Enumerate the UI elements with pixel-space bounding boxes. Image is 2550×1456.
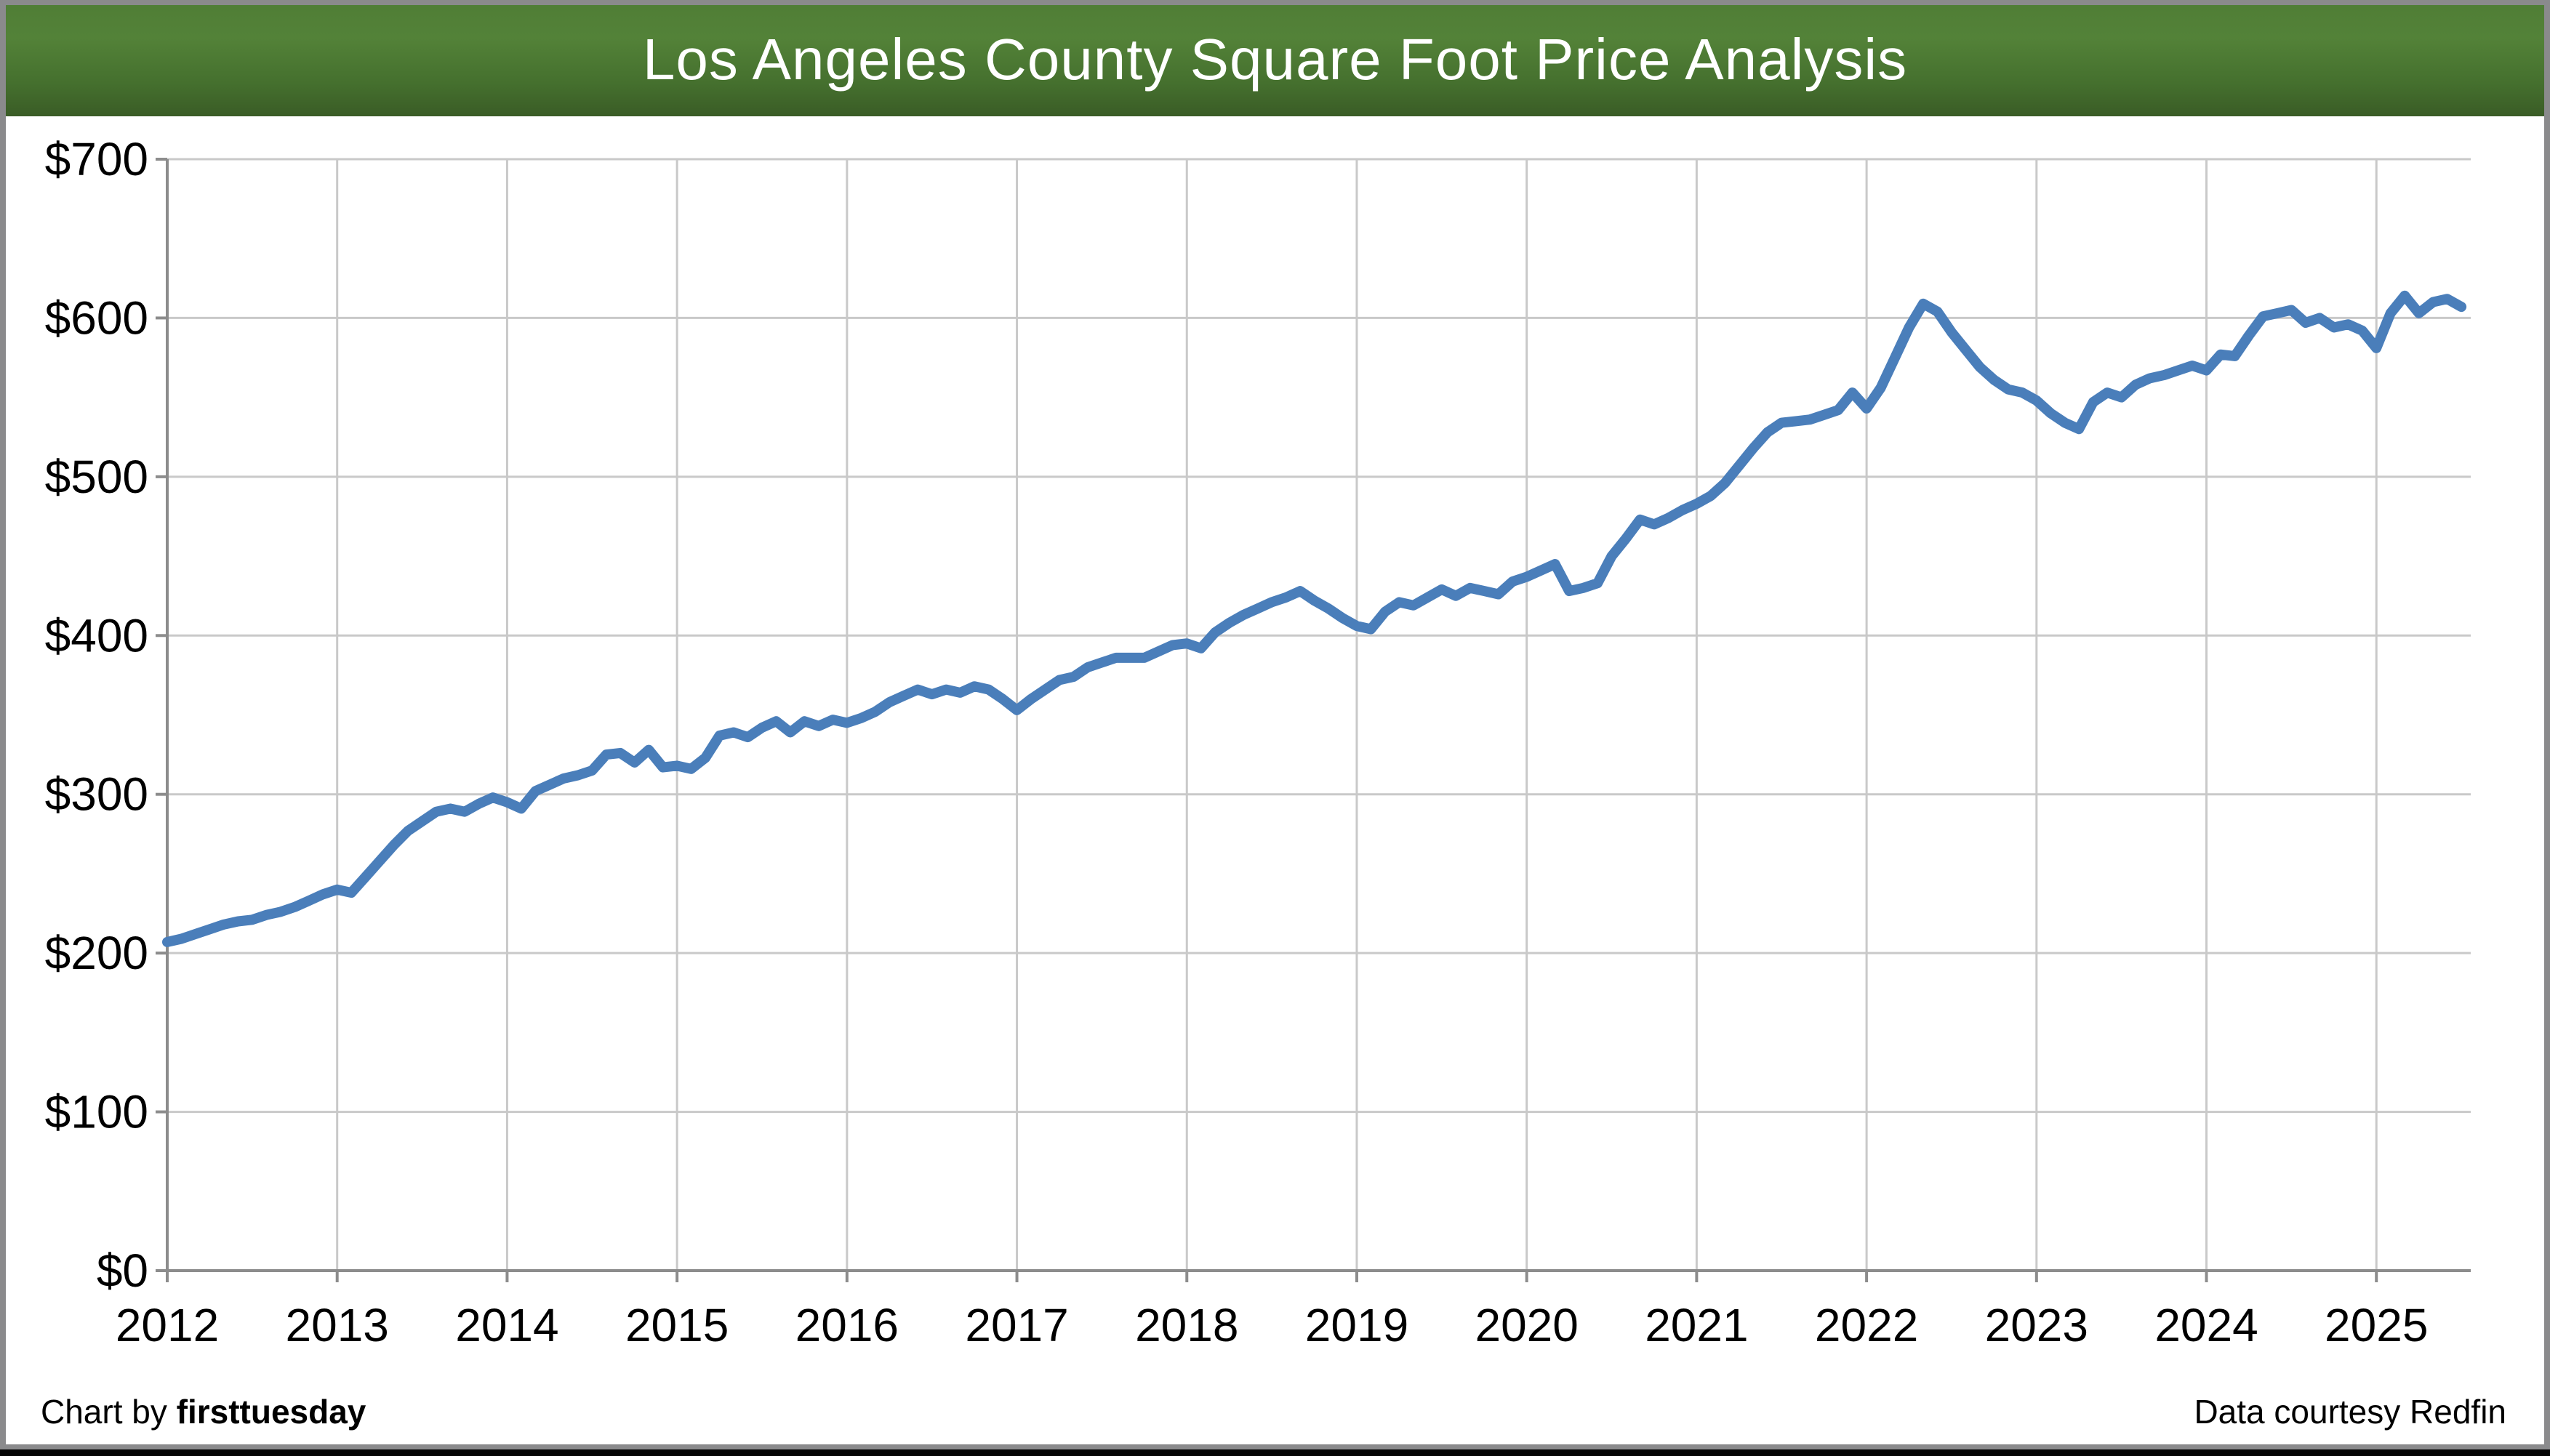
x-tick-label: 2017 bbox=[965, 1299, 1068, 1351]
chart-canvas: Los Angeles County Square Foot Price Ana… bbox=[6, 5, 2544, 1444]
y-axis-labels: $0 $100 $200 $300 $400 $500 $600 $700 bbox=[45, 133, 148, 1297]
gridlines bbox=[166, 158, 2471, 1272]
x-tick-label: 2021 bbox=[1645, 1299, 1748, 1351]
y-tick-label: $700 bbox=[45, 133, 148, 185]
y-tick-label: $100 bbox=[45, 1086, 148, 1138]
y-tick-label: $200 bbox=[45, 927, 148, 979]
price-series-line bbox=[162, 290, 2467, 947]
y-tick-label: $300 bbox=[45, 768, 148, 821]
axes bbox=[156, 158, 2471, 1282]
chart-credit-brand: firsttuesday bbox=[176, 1393, 366, 1431]
y-tick-label: $400 bbox=[45, 609, 148, 661]
chart-credit: Chart by firsttuesday bbox=[41, 1392, 366, 1431]
x-tick-label: 2025 bbox=[2325, 1299, 2428, 1351]
x-tick-label: 2013 bbox=[286, 1299, 389, 1351]
x-tick-label: 2020 bbox=[1475, 1299, 1578, 1351]
chart-title: Los Angeles County Square Foot Price Ana… bbox=[642, 27, 1908, 92]
x-tick-label: 2012 bbox=[116, 1299, 219, 1351]
bottom-edge-bar bbox=[0, 1449, 2550, 1456]
y-tick-label: $0 bbox=[97, 1244, 148, 1297]
x-tick-label: 2016 bbox=[795, 1299, 899, 1351]
x-axis-labels: 2012 2013 2014 2015 2016 2017 2018 2019 2020 2021… bbox=[116, 1299, 2429, 1351]
y-tick-label: $500 bbox=[45, 451, 148, 503]
chart-credit-prefix: Chart by bbox=[41, 1393, 177, 1431]
x-tick-label: 2022 bbox=[1815, 1299, 1918, 1351]
chart-title-bar: Los Angeles County Square Foot Price Ana… bbox=[6, 5, 2544, 116]
x-tick-label: 2024 bbox=[2154, 1299, 2258, 1351]
x-tick-label: 2015 bbox=[625, 1299, 729, 1351]
y-tick-label: $600 bbox=[45, 291, 148, 344]
x-tick-label: 2023 bbox=[1985, 1299, 2088, 1351]
data-source-credit: Data courtesy Redfin bbox=[2194, 1393, 2506, 1431]
x-tick-label: 2019 bbox=[1305, 1299, 1408, 1351]
x-tick-label: 2018 bbox=[1135, 1299, 1238, 1351]
x-tick-label: 2014 bbox=[455, 1299, 558, 1351]
